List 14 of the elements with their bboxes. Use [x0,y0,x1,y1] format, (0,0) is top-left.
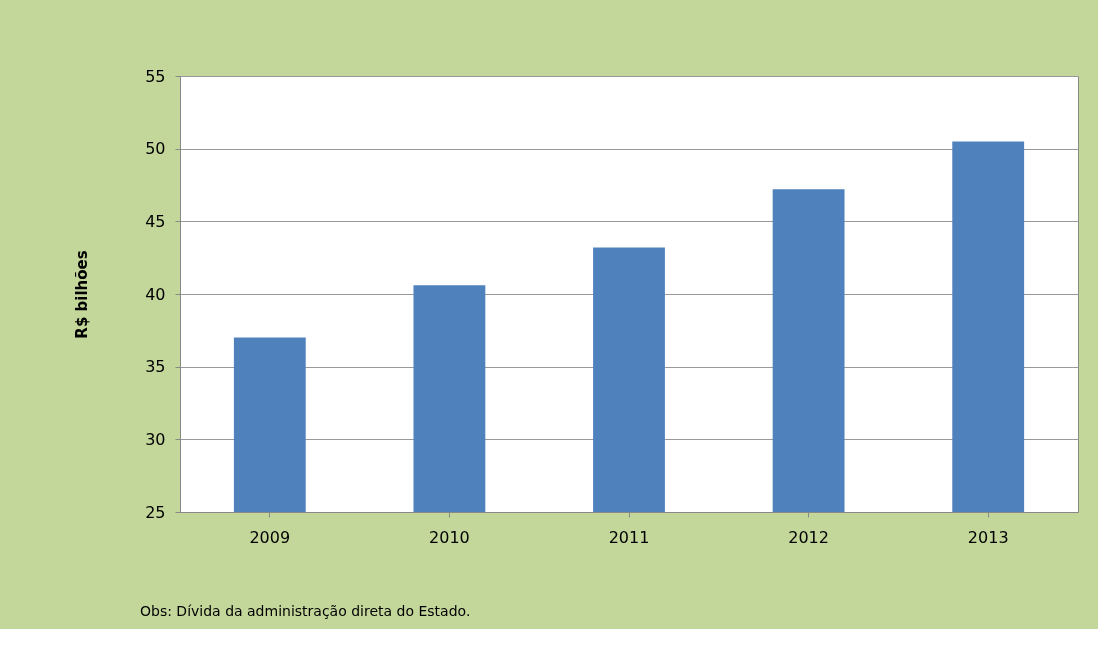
x-tick-label: 2013 [967,527,1009,547]
x-tick-label: 2011 [608,527,650,547]
y-tick-label: 30 [145,429,166,449]
x-tick-label: 2012 [788,527,829,547]
y-tick-label: 45 [145,211,166,231]
y-axis-title: R$ bilhões [73,250,92,339]
x-tick-label: 2010 [429,527,470,547]
y-tick-label: 25 [145,502,166,522]
text: Obs: Dívida da administração direta do Estado. [140,603,471,619]
y-tick-label: 50 [145,139,166,159]
y-tick-label: 55 [145,66,166,86]
y-tick-label: 40 [145,284,166,304]
y-tick-label: 35 [145,357,166,377]
x-tick-label: 2009 [249,527,291,547]
